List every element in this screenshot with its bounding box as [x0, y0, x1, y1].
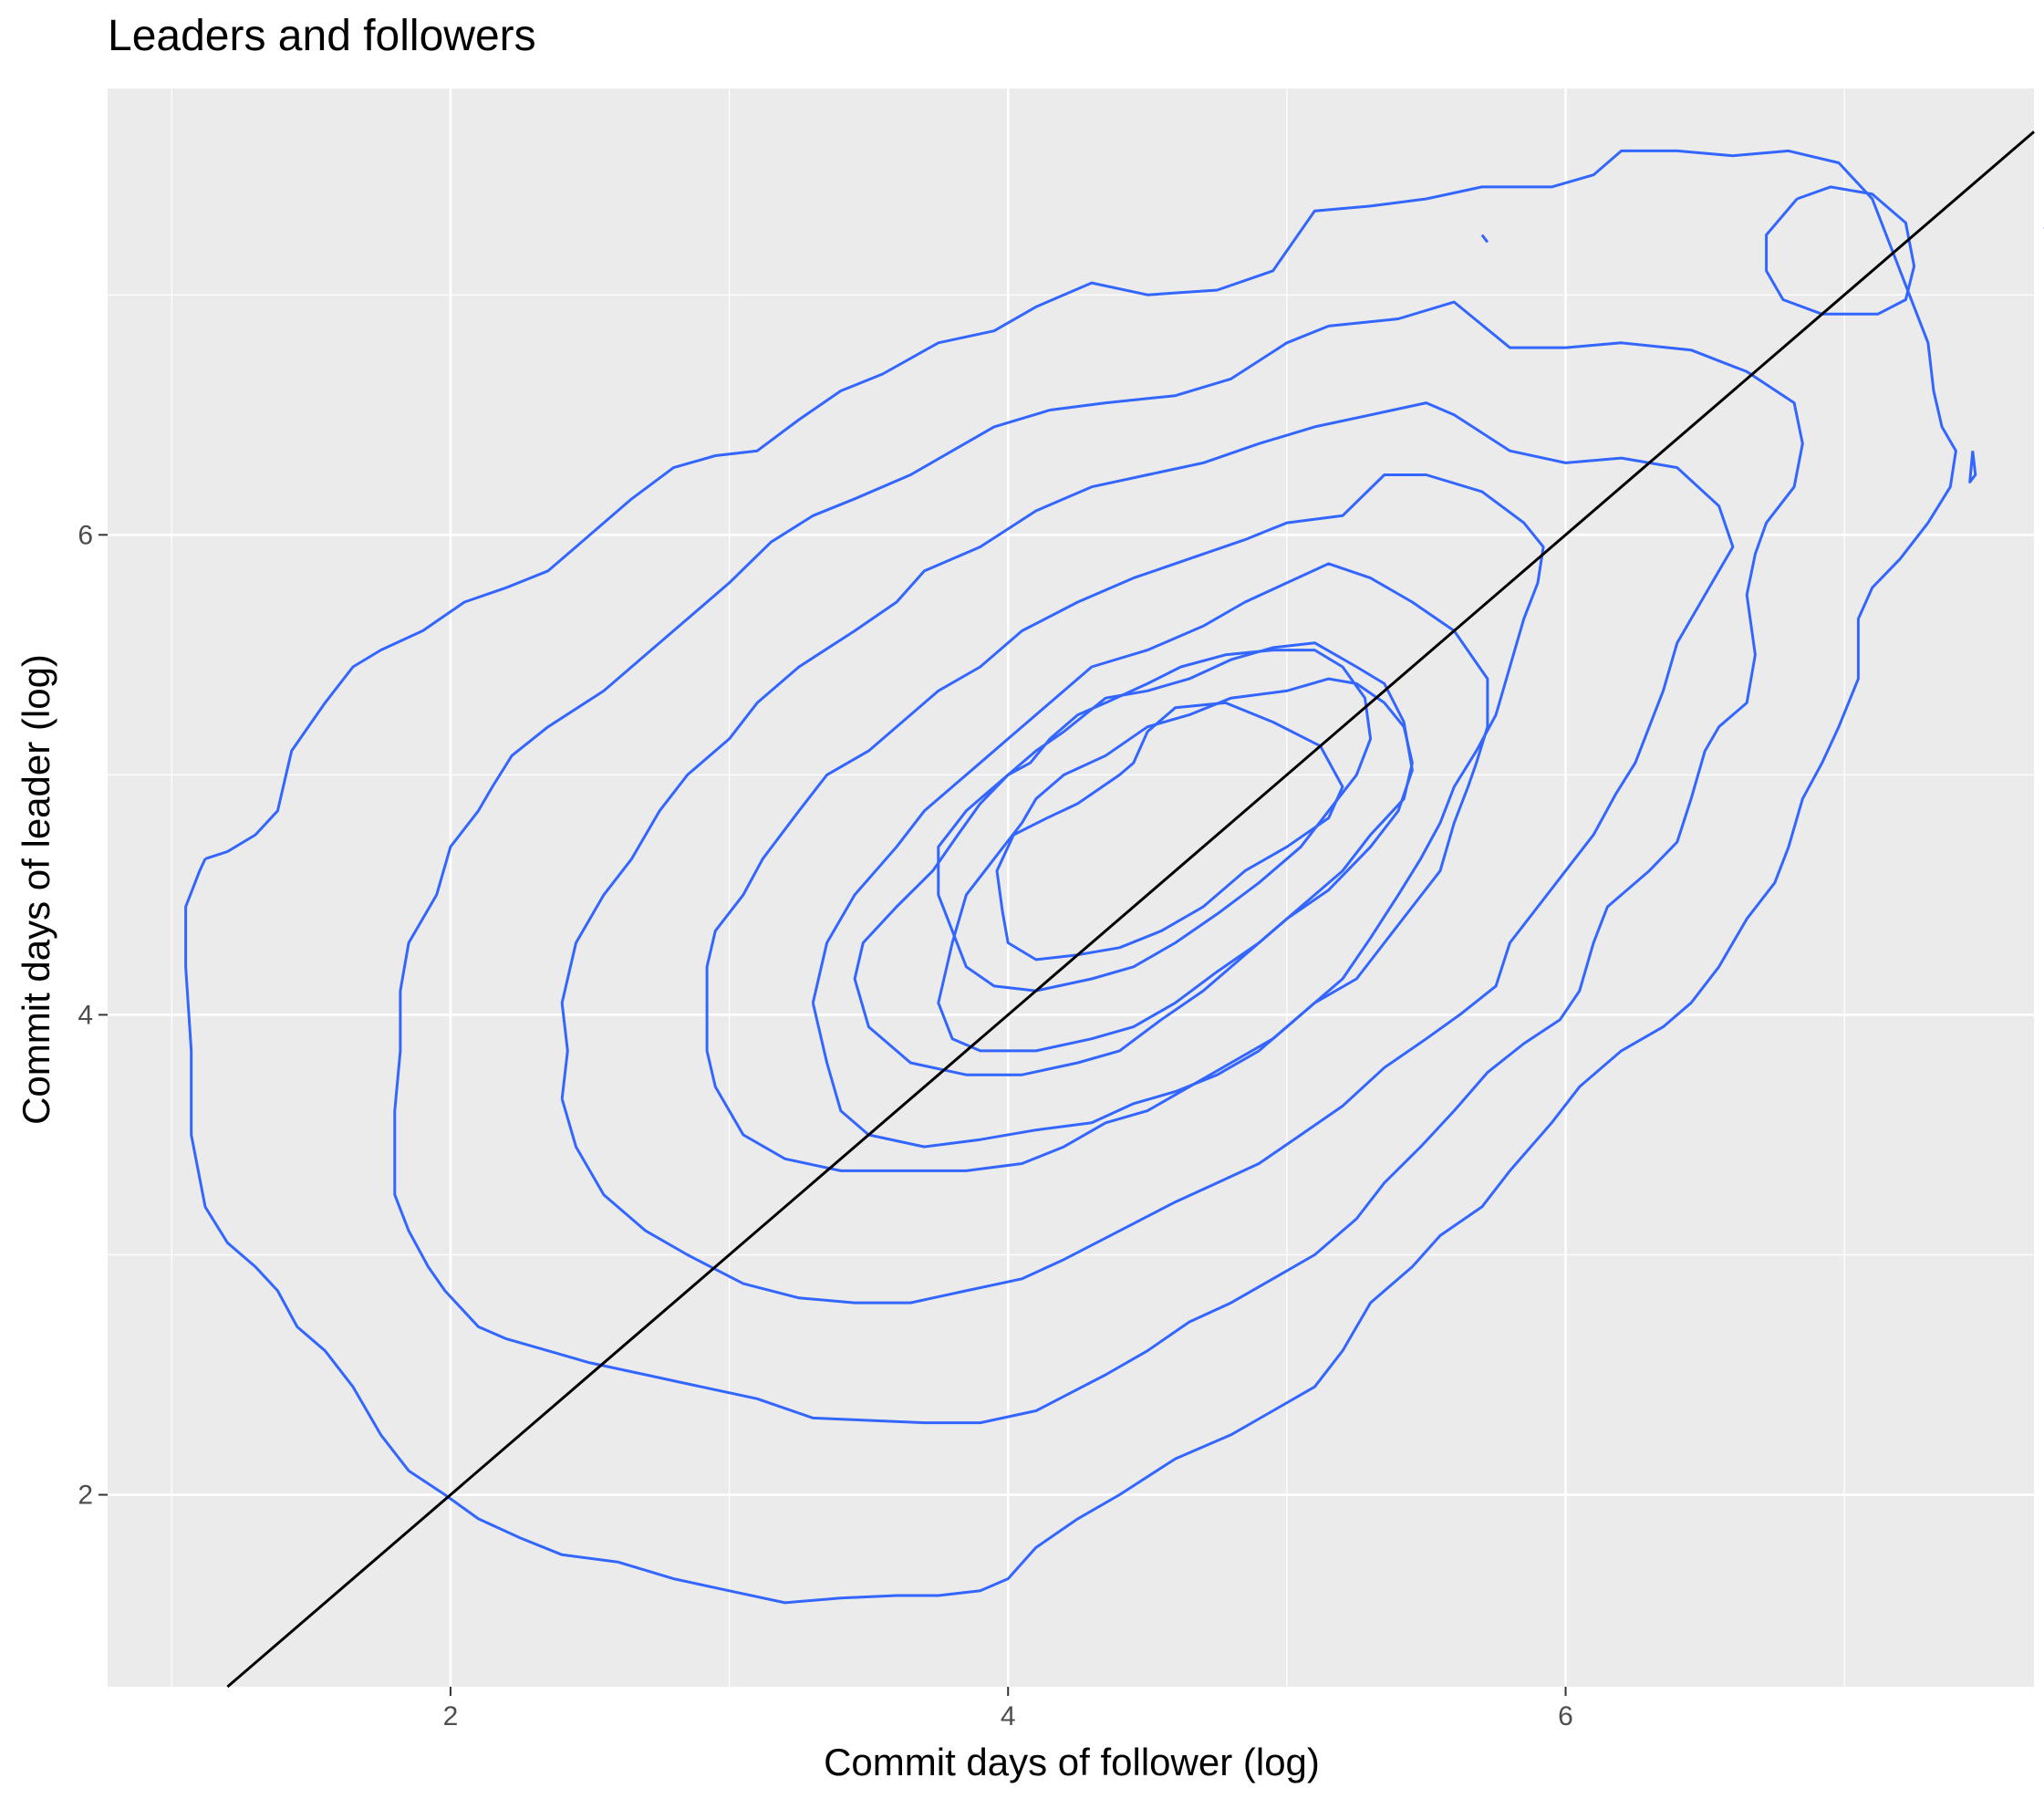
chart-title: Leaders and followers: [108, 12, 536, 60]
y-tick-label: 2: [78, 1481, 93, 1511]
contour-line-2: [393, 300, 1804, 1425]
y-tick-label: 4: [78, 1000, 93, 1030]
y-tick-label: 6: [78, 520, 93, 550]
x-tick-label: 2: [443, 1701, 459, 1731]
x-tick-label: 4: [1001, 1701, 1016, 1731]
contour-line-1: [184, 149, 1957, 1605]
x-tick-label: 6: [1558, 1701, 1573, 1731]
identity-reference-line: [226, 130, 2035, 1689]
identity-line: [226, 130, 2035, 1689]
contour-line-8: [937, 649, 1373, 993]
contour-line-3: [560, 401, 1735, 1305]
contour-line-4: [705, 473, 1545, 1172]
axis-ticks: 2 4 6 2 4 6: [78, 520, 1573, 1731]
contour-line-7: [937, 677, 1414, 1053]
contour-line-6: [853, 641, 1414, 1076]
x-axis-label: Commit days of follower (log): [824, 1741, 1320, 1783]
y-axis-label: Commit days of leader (log): [15, 654, 57, 1125]
plot-panel: [108, 88, 2034, 1687]
grid-lines: [108, 88, 2034, 1687]
contour-line-12: [1968, 451, 1977, 483]
contour-line-13: [1480, 234, 1489, 244]
contour-line-5: [811, 562, 1489, 1149]
contour-line-10: [1765, 185, 1916, 316]
